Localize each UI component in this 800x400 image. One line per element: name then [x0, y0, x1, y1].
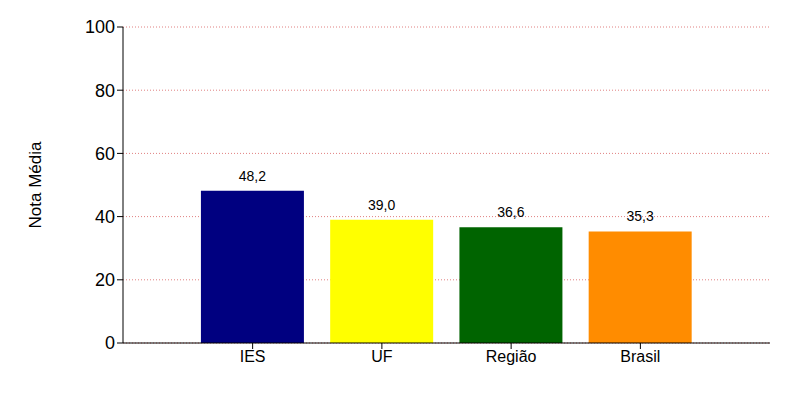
svg-text:IES: IES [240, 348, 266, 365]
svg-text:Nota Média: Nota Média [26, 141, 45, 228]
svg-text:Brasil: Brasil [620, 348, 660, 365]
svg-text:0: 0 [105, 333, 115, 353]
svg-text:Região: Região [486, 348, 537, 365]
svg-text:40: 40 [95, 207, 115, 227]
svg-text:39,0: 39,0 [368, 197, 395, 213]
svg-text:100: 100 [85, 17, 115, 37]
svg-text:20: 20 [95, 270, 115, 290]
svg-text:UF: UF [371, 348, 393, 365]
svg-text:48,2: 48,2 [239, 168, 266, 184]
svg-text:60: 60 [95, 144, 115, 164]
svg-text:80: 80 [95, 81, 115, 101]
svg-text:36,6: 36,6 [497, 204, 524, 220]
svg-text:35,3: 35,3 [627, 208, 654, 224]
